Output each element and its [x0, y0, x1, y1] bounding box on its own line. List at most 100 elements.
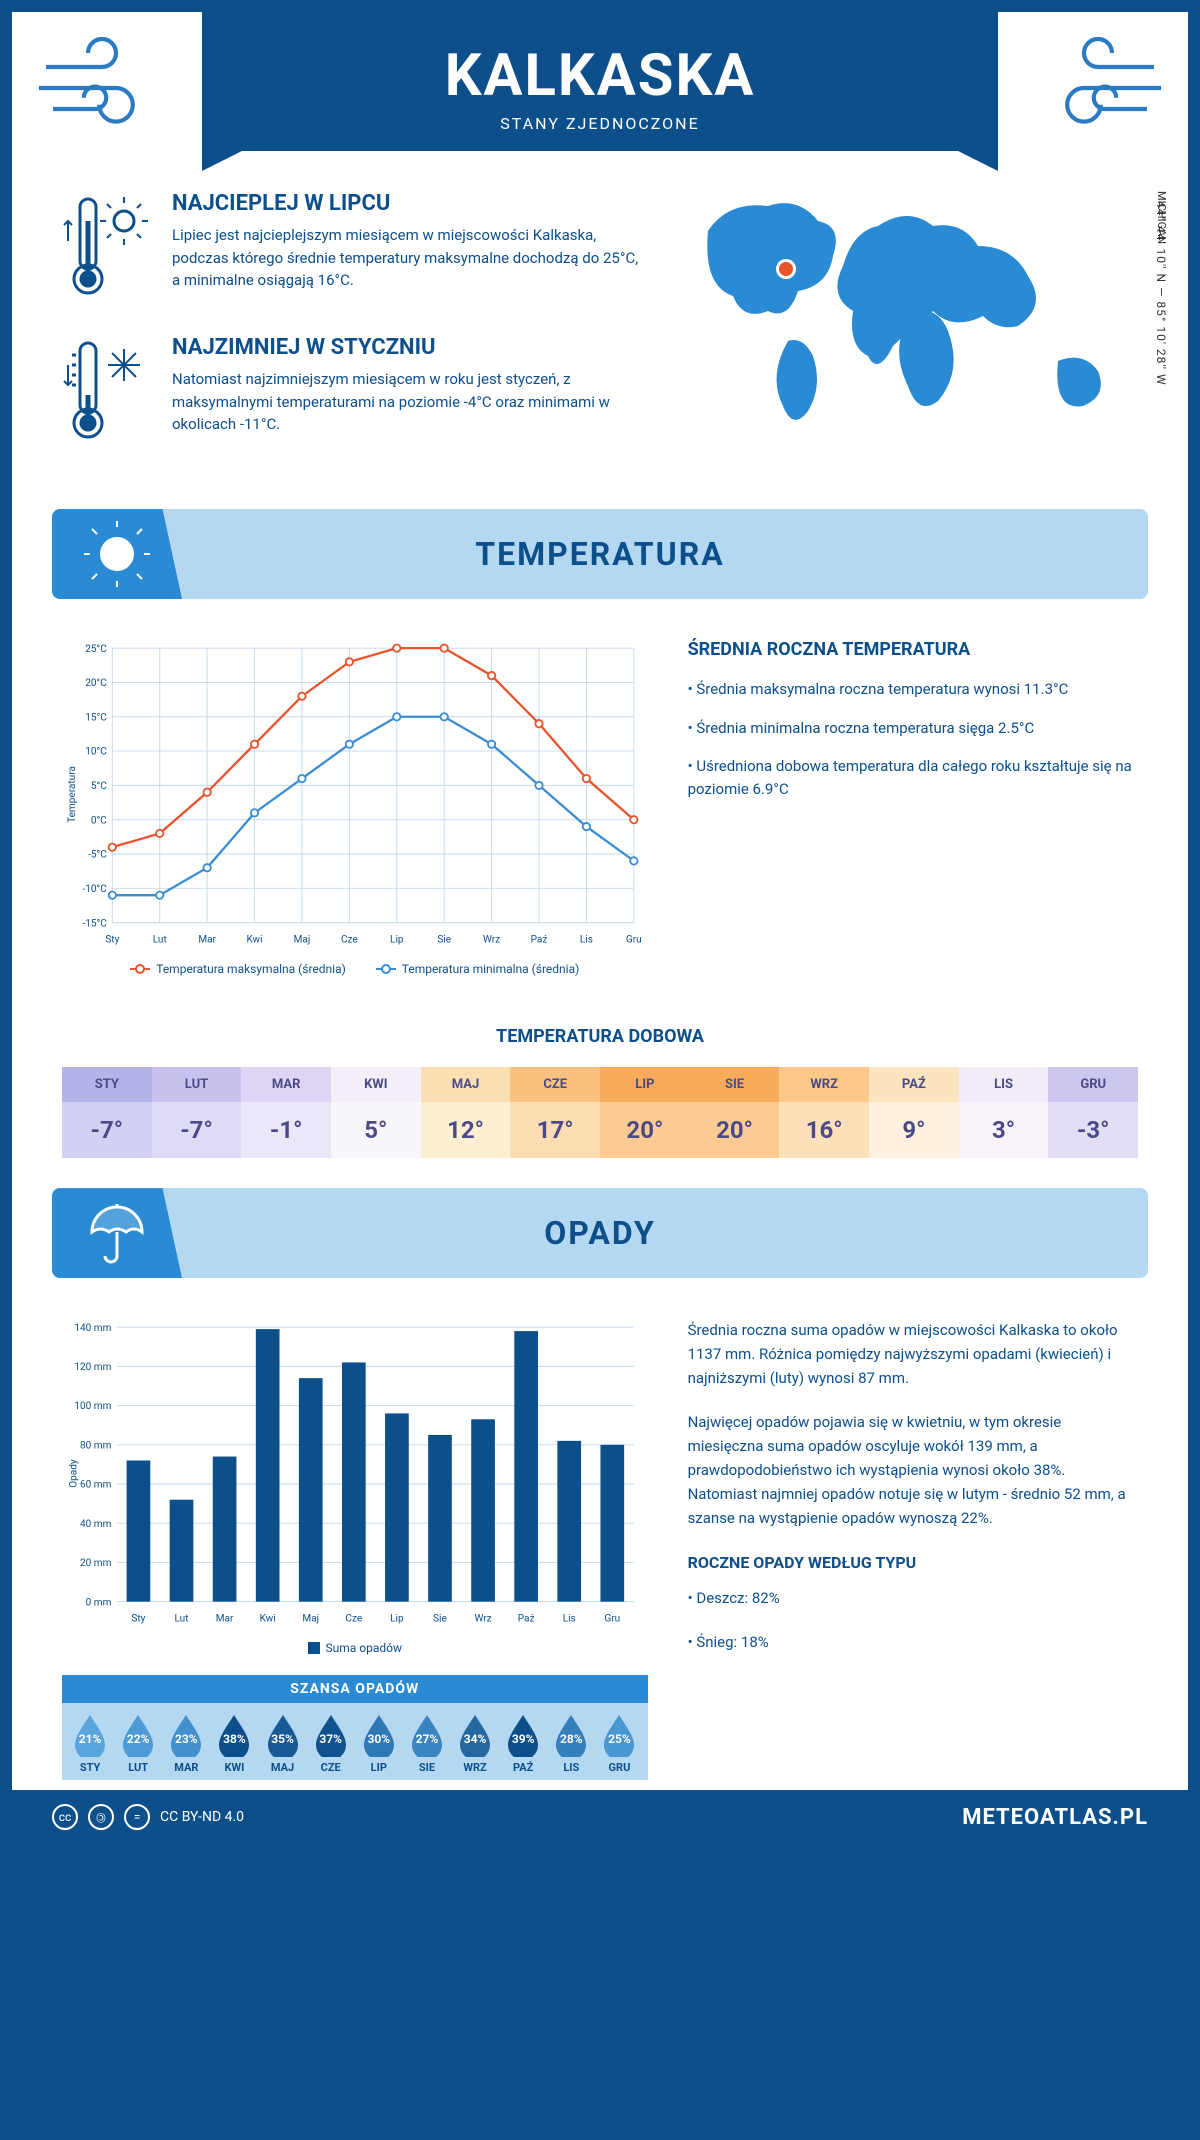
chance-cell: 34% WRZ [451, 1713, 499, 1774]
precip-content: 0 mm20 mm40 mm60 mm80 mm100 mm120 mm140 … [12, 1288, 1188, 1790]
rain-drop-icon: 38% [215, 1713, 253, 1757]
precip-legend: Suma opadów [62, 1641, 648, 1655]
thermometer-sun-icon [62, 191, 152, 305]
temperature-legend: Temperatura maksymalna (średnia) Tempera… [62, 962, 648, 976]
daily-temp-cell: GRU-3° [1048, 1067, 1138, 1158]
svg-text:Mar: Mar [216, 1614, 234, 1625]
daily-temp-cell: KWI5° [331, 1067, 421, 1158]
temperature-content: -15°C-10°C-5°C0°C5°C10°C15°C20°C25°CStyL… [12, 609, 1188, 1006]
temperature-stats: ŚREDNIA ROCZNA TEMPERATURA • Średnia mak… [688, 639, 1138, 976]
precip-para-2: Najwięcej opadów pojawia się w kwietniu,… [688, 1410, 1138, 1530]
temp-stat-item: • Średnia minimalna roczna temperatura s… [688, 717, 1138, 740]
daily-month-label: WRZ [779, 1067, 869, 1102]
precip-text-column: Średnia roczna suma opadów w miejscowośc… [688, 1318, 1138, 1780]
svg-text:-5°C: -5°C [88, 850, 107, 861]
chance-value: 39% [512, 1732, 535, 1746]
chance-value: 35% [271, 1732, 294, 1746]
rain-drop-icon: 25% [600, 1713, 638, 1757]
chance-month: SIE [403, 1761, 451, 1774]
coldest-block: NAJZIMNIEJ W STYCZNIU Natomiast najzimni… [62, 335, 648, 449]
chance-month: CZE [307, 1761, 355, 1774]
daily-month-label: SIE [690, 1067, 780, 1102]
temp-stat-item: • Średnia maksymalna roczna temperatura … [688, 678, 1138, 701]
map-column: MICHIGAN 44° 44' 10'' N — 85° 10' 28'' W [678, 191, 1138, 479]
umbrella-icon [52, 1188, 182, 1278]
chance-cell: 23% MAR [162, 1713, 210, 1774]
daily-temp-cell: LIS3° [959, 1067, 1049, 1158]
daily-month-label: MAJ [421, 1067, 511, 1102]
svg-text:Kwi: Kwi [260, 1614, 276, 1625]
daily-temp-cell: MAJ12° [421, 1067, 511, 1158]
daily-temp-value: 16° [779, 1102, 869, 1158]
chance-month: MAR [162, 1761, 210, 1774]
rain-drop-icon: 37% [312, 1713, 350, 1757]
daily-temp-cell: LUT-7° [152, 1067, 242, 1158]
rain-drop-icon: 35% [264, 1713, 302, 1757]
chance-month: PAŹ [499, 1761, 547, 1774]
svg-text:25°C: 25°C [85, 644, 107, 655]
country-subtitle: STANY ZJEDNOCZONE [202, 114, 998, 133]
legend-max: Temperatura maksymalna (średnia) [156, 962, 346, 976]
svg-text:Sty: Sty [105, 935, 119, 946]
svg-text:Gru: Gru [626, 935, 642, 946]
page: KALKASKA STANY ZJEDNOCZONE [0, 0, 1200, 1856]
rain-drop-icon: 28% [552, 1713, 590, 1757]
svg-text:Lis: Lis [580, 935, 593, 946]
daily-temp-value: -1° [241, 1102, 331, 1158]
daily-month-label: LIP [600, 1067, 690, 1102]
svg-text:Paź: Paź [531, 935, 548, 946]
precip-type-title: ROCZNE OPADY WEDŁUG TYPU [688, 1550, 1138, 1576]
chance-cell: 35% MAJ [259, 1713, 307, 1774]
thermometer-snow-icon [62, 335, 152, 449]
cc-icon: cc [52, 1804, 78, 1830]
svg-text:Lis: Lis [563, 1614, 576, 1625]
chance-month: WRZ [451, 1761, 499, 1774]
coords-label: 44° 44' 10'' N — 85° 10' 28'' W [1154, 201, 1168, 386]
site-name: METEOATLAS.PL [962, 1805, 1148, 1830]
daily-temp-cell: MAR-1° [241, 1067, 331, 1158]
svg-text:15°C: 15°C [85, 712, 107, 723]
daily-temp-cell: STY-7° [62, 1067, 152, 1158]
chance-value: 38% [223, 1732, 246, 1746]
legend-min: Temperatura minimalna (średnia) [402, 962, 580, 976]
svg-text:10°C: 10°C [85, 747, 107, 758]
chance-value: 22% [127, 1732, 150, 1746]
chance-month: KWI [210, 1761, 258, 1774]
chance-cell: 22% LUT [114, 1713, 162, 1774]
daily-month-label: STY [62, 1067, 152, 1102]
chance-month: LUT [114, 1761, 162, 1774]
rain-drop-icon: 27% [408, 1713, 446, 1757]
svg-text:Wrz: Wrz [483, 935, 500, 946]
daily-temp-value: -3° [1048, 1102, 1138, 1158]
nd-icon: = [124, 1804, 150, 1830]
svg-text:100 mm: 100 mm [74, 1401, 111, 1412]
svg-text:Cze: Cze [345, 1614, 362, 1625]
chance-month: MAJ [259, 1761, 307, 1774]
chance-title: SZANSA OPADÓW [62, 1675, 648, 1703]
chance-value: 23% [175, 1732, 198, 1746]
daily-temp-value: -7° [152, 1102, 242, 1158]
daily-temp-cell: WRZ16° [779, 1067, 869, 1158]
chance-month: LIS [547, 1761, 595, 1774]
svg-text:Sie: Sie [433, 1614, 447, 1625]
sun-icon [52, 509, 182, 599]
chance-value: 28% [560, 1732, 583, 1746]
coldest-text: Natomiast najzimniejszym miesiącem w rok… [172, 368, 648, 436]
chance-value: 21% [79, 1732, 102, 1746]
svg-text:0°C: 0°C [91, 815, 107, 826]
svg-text:Gru: Gru [604, 1614, 620, 1625]
chance-cell: 39% PAŹ [499, 1713, 547, 1774]
daily-temp-title: TEMPERATURA DOBOWA [12, 1026, 1188, 1047]
svg-text:40 mm: 40 mm [80, 1519, 112, 1530]
precip-type-rain: • Deszcz: 82% [688, 1586, 1138, 1610]
svg-text:20 mm: 20 mm [80, 1558, 112, 1569]
precip-legend-label: Suma opadów [326, 1641, 403, 1655]
precip-bar-chart: 0 mm20 mm40 mm60 mm80 mm100 mm120 mm140 … [62, 1318, 648, 1780]
daily-temp-value: 17° [510, 1102, 600, 1158]
precip-type-snow: • Śnieg: 18% [688, 1630, 1138, 1654]
chance-month: STY [66, 1761, 114, 1774]
daily-temp-cell: SIE20° [690, 1067, 780, 1158]
rain-drop-icon: 39% [504, 1713, 542, 1757]
intro-text-column: NAJCIEPLEJ W LIPCU Lipiec jest najcieple… [62, 191, 648, 479]
chance-cell: 38% KWI [210, 1713, 258, 1774]
